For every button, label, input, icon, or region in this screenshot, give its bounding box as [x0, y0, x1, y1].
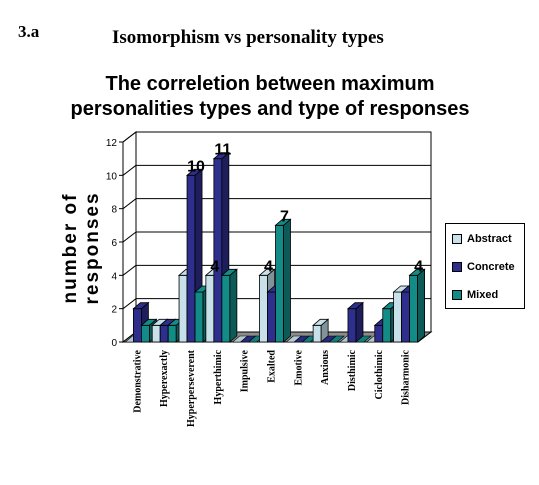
chart-title-line2: personalities types and type of response… [70, 98, 470, 120]
data-label: 10 [187, 158, 205, 175]
bar-front [401, 291, 410, 343]
bar-top [185, 168, 204, 176]
x-tick-label: Ciclothimic [374, 349, 385, 399]
bar-front [267, 291, 276, 343]
bar-front [393, 291, 402, 343]
bar-front [382, 308, 392, 343]
bar [220, 268, 238, 343]
bar-front [275, 224, 284, 343]
data-label: 7 [280, 208, 289, 225]
data-label: 11 [214, 142, 231, 159]
bar-top [355, 335, 372, 343]
page-heading: Isomorphism vs personality types [112, 27, 384, 48]
bar [355, 335, 372, 343]
chart-title: The correletion between maximum personal… [40, 72, 500, 122]
bar-top [312, 318, 330, 326]
figure-label: 3.a [18, 22, 40, 41]
gridline-side [122, 131, 137, 143]
bar-top [212, 152, 230, 160]
bar-front [213, 158, 223, 343]
bar-top [258, 268, 276, 276]
gridline-side [122, 231, 137, 243]
bar-top [140, 318, 158, 326]
gridline-side [122, 298, 137, 310]
bar-front [151, 324, 161, 343]
bar [408, 268, 426, 343]
bar-side [229, 268, 238, 343]
bar-front [141, 324, 150, 343]
y-tick-label: 6 [111, 238, 117, 249]
gridline-side [122, 264, 137, 276]
chart-title-line1: The correletion between maximum [105, 73, 435, 95]
legend-label-abstract: Abstract [467, 233, 512, 245]
bar-top [132, 302, 150, 310]
bar-front [259, 274, 268, 343]
bar-side [417, 268, 425, 343]
legend-swatch-concrete [452, 262, 462, 272]
bar-side [283, 218, 291, 343]
bar [312, 318, 330, 343]
x-tick-label: Impulsive [240, 349, 251, 392]
y-tick-label: 10 [106, 171, 118, 182]
bar-front [205, 274, 215, 343]
bar-top [220, 268, 238, 276]
x-tick-label: Disthimic [347, 349, 358, 391]
y-axis-label-line: responses [82, 191, 103, 304]
bar-top [328, 335, 345, 343]
bar-front [186, 174, 196, 343]
x-tick-label: Hyperperseverent [186, 349, 197, 427]
x-tick-label: Exalted [267, 350, 278, 383]
data-label: 4 [210, 258, 219, 275]
legend-swatch-mixed [452, 290, 462, 300]
bar-top [346, 302, 365, 310]
gridline-side [122, 164, 137, 176]
x-tick-label: Anxious [320, 350, 331, 385]
legend-swatch-abstract [452, 234, 462, 244]
x-tick-label: Disharmonic [401, 349, 412, 405]
x-tick-labels: Demonstrative Hyperexactly Hyperperseveren… [132, 349, 411, 427]
gridline-side [122, 198, 137, 210]
bar-front [409, 274, 418, 343]
legend-item-mixed: Mixed [452, 288, 498, 302]
bar-top [274, 218, 292, 226]
bar-side [355, 301, 364, 343]
y-axis-label-line: number of [60, 193, 81, 304]
y-tick-label: 0 [111, 338, 117, 349]
data-label: 4 [264, 258, 273, 275]
bar-front [347, 308, 357, 343]
bar [274, 218, 292, 343]
legend-item-abstract: Abstract [452, 232, 512, 246]
bar [346, 301, 365, 343]
bar [328, 335, 345, 343]
y-tick-label: 12 [106, 138, 118, 149]
data-labels: 10 11 4 4 7 4 [187, 142, 423, 276]
legend-item-concrete: Concrete [452, 260, 515, 274]
y-tick-labels: 0 2 4 6 8 10 12 [106, 138, 118, 349]
bar-top [408, 268, 426, 276]
x-tick-label: Demonstrative [132, 349, 143, 412]
bar-front [312, 324, 322, 343]
chart-legend: Abstract Concrete Mixed [445, 223, 525, 309]
bar-front [167, 324, 177, 343]
legend-label-mixed: Mixed [467, 289, 499, 301]
y-tick-label: 2 [111, 305, 117, 316]
x-tick-label: Hyperthimic [213, 349, 224, 404]
bar-front [159, 324, 169, 343]
x-tick-label: Hyperexactly [159, 350, 170, 407]
legend-label-concrete: Concrete [467, 261, 515, 273]
x-tick-label: Emotive [293, 349, 304, 385]
bar-front [133, 308, 142, 343]
bar-front [374, 324, 384, 343]
y-axis-label: number of responses [60, 191, 103, 304]
y-tick-label: 4 [111, 271, 117, 282]
bar-front [221, 274, 231, 343]
bar-front [178, 274, 188, 343]
y-tick-label: 8 [111, 205, 117, 216]
data-label: 4 [414, 258, 423, 275]
bar-front [194, 291, 204, 343]
chart-bars [124, 151, 426, 343]
